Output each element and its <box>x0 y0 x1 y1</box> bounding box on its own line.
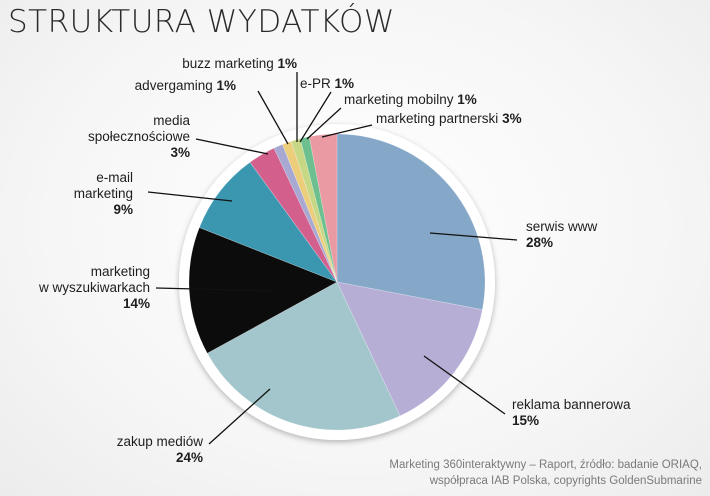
slice-e-mail-marketing <box>199 161 338 283</box>
chart-title: STRUKTURA WYDATKÓW <box>8 4 396 40</box>
slice-label-value: 3% <box>502 111 522 126</box>
slice-label-name: zakup mediów <box>117 434 204 449</box>
slice-advergaming <box>273 144 338 283</box>
source-note: Marketing 360interaktywny – Raport, źród… <box>389 457 702 489</box>
slice-label-serwis-www: serwis www 28% <box>526 219 598 250</box>
slice-label-advergaming: advergaming 1% <box>135 78 236 93</box>
slice-label-zakup-mediow: zakup mediów 24% <box>117 434 204 465</box>
slice-label-name: media <box>153 113 190 128</box>
slice-label-name: marketing mobilny <box>344 92 457 107</box>
slice-label-name: reklama bannerowa <box>512 397 631 412</box>
slice-label-value: 1% <box>277 56 297 71</box>
leader-line-e-pr <box>299 91 332 143</box>
slice-serwis-www <box>336 133 486 311</box>
slice-label-value: 9% <box>113 202 133 217</box>
slice-label-name: marketing <box>74 186 133 201</box>
slice-label-e-mail-marketing: e-mail marketing 9% <box>74 170 133 217</box>
slice-reklama-bannerowa <box>336 281 483 417</box>
slice-label-name: serwis www <box>526 219 598 234</box>
slice-label-value: 24% <box>176 450 203 465</box>
leader-line-reklama-bannerowa <box>423 355 506 415</box>
slice-label-name: advergaming <box>135 78 217 93</box>
slice-label-value: 1% <box>335 76 355 91</box>
leader-line-advergaming <box>257 90 289 145</box>
slice-label-name: w wyszukiwarkach <box>38 280 150 295</box>
slice-label-media-spolecznosciowe: media społecznościowe 3% <box>88 113 191 160</box>
leader-line-marketing-mobilny <box>306 107 342 140</box>
slice-label-value: 14% <box>123 296 150 311</box>
pie-slices <box>188 133 486 431</box>
slice-label-value: 1% <box>457 92 477 107</box>
slice-label-name: buzz marketing <box>182 56 277 71</box>
slice-label-reklama-bannerowa: reklama bannerowa 15% <box>512 397 631 428</box>
leader-line-serwis-www <box>429 232 518 241</box>
slice-label-value: 3% <box>170 145 190 160</box>
leader-line-marketing-w-wyszukiwarkach <box>155 287 275 292</box>
slice-label-name: społecznościowe <box>88 129 190 144</box>
slice-label-value: 1% <box>216 78 236 93</box>
source-line-2: współpraca IAB Polska, copyrights Golden… <box>429 475 702 487</box>
slice-label-buzz-marketing: buzz marketing 1% <box>182 56 297 71</box>
slice-label-name: e-mail <box>96 170 133 185</box>
slice-zakup-mediow <box>206 281 401 431</box>
slice-label-e-pr: e-PR 1% <box>300 76 354 91</box>
slice-e-pr <box>290 138 338 283</box>
slice-labels: serwis www 28% reklama bannerowa 15% zakup m… <box>38 56 631 465</box>
slice-label-value: 28% <box>526 235 553 250</box>
leader-line-media-spolecznosciowe <box>195 138 269 155</box>
slice-label-marketing-w-wyszukiwarkach: marketing w wyszukiwarkach 14% <box>38 264 150 311</box>
slice-label-name: marketing partnerski <box>376 111 502 126</box>
slice-label-marketing-mobilny: marketing mobilny 1% <box>344 92 477 107</box>
slice-label-marketing-partnerski: marketing partnerski 3% <box>376 111 522 126</box>
slice-label-name: marketing <box>91 264 150 279</box>
slice-label-value: 15% <box>512 413 539 428</box>
slice-label-name: e-PR <box>300 76 335 91</box>
leader-lines <box>147 72 518 445</box>
leader-line-marketing-partnerski <box>321 124 373 138</box>
source-line-1: Marketing 360interaktywny – Raport, źród… <box>389 459 702 471</box>
slice-media-spolecznosciowe <box>249 147 338 283</box>
leader-line-zakup-mediow <box>208 388 271 445</box>
leader-line-e-mail-marketing <box>147 191 233 202</box>
